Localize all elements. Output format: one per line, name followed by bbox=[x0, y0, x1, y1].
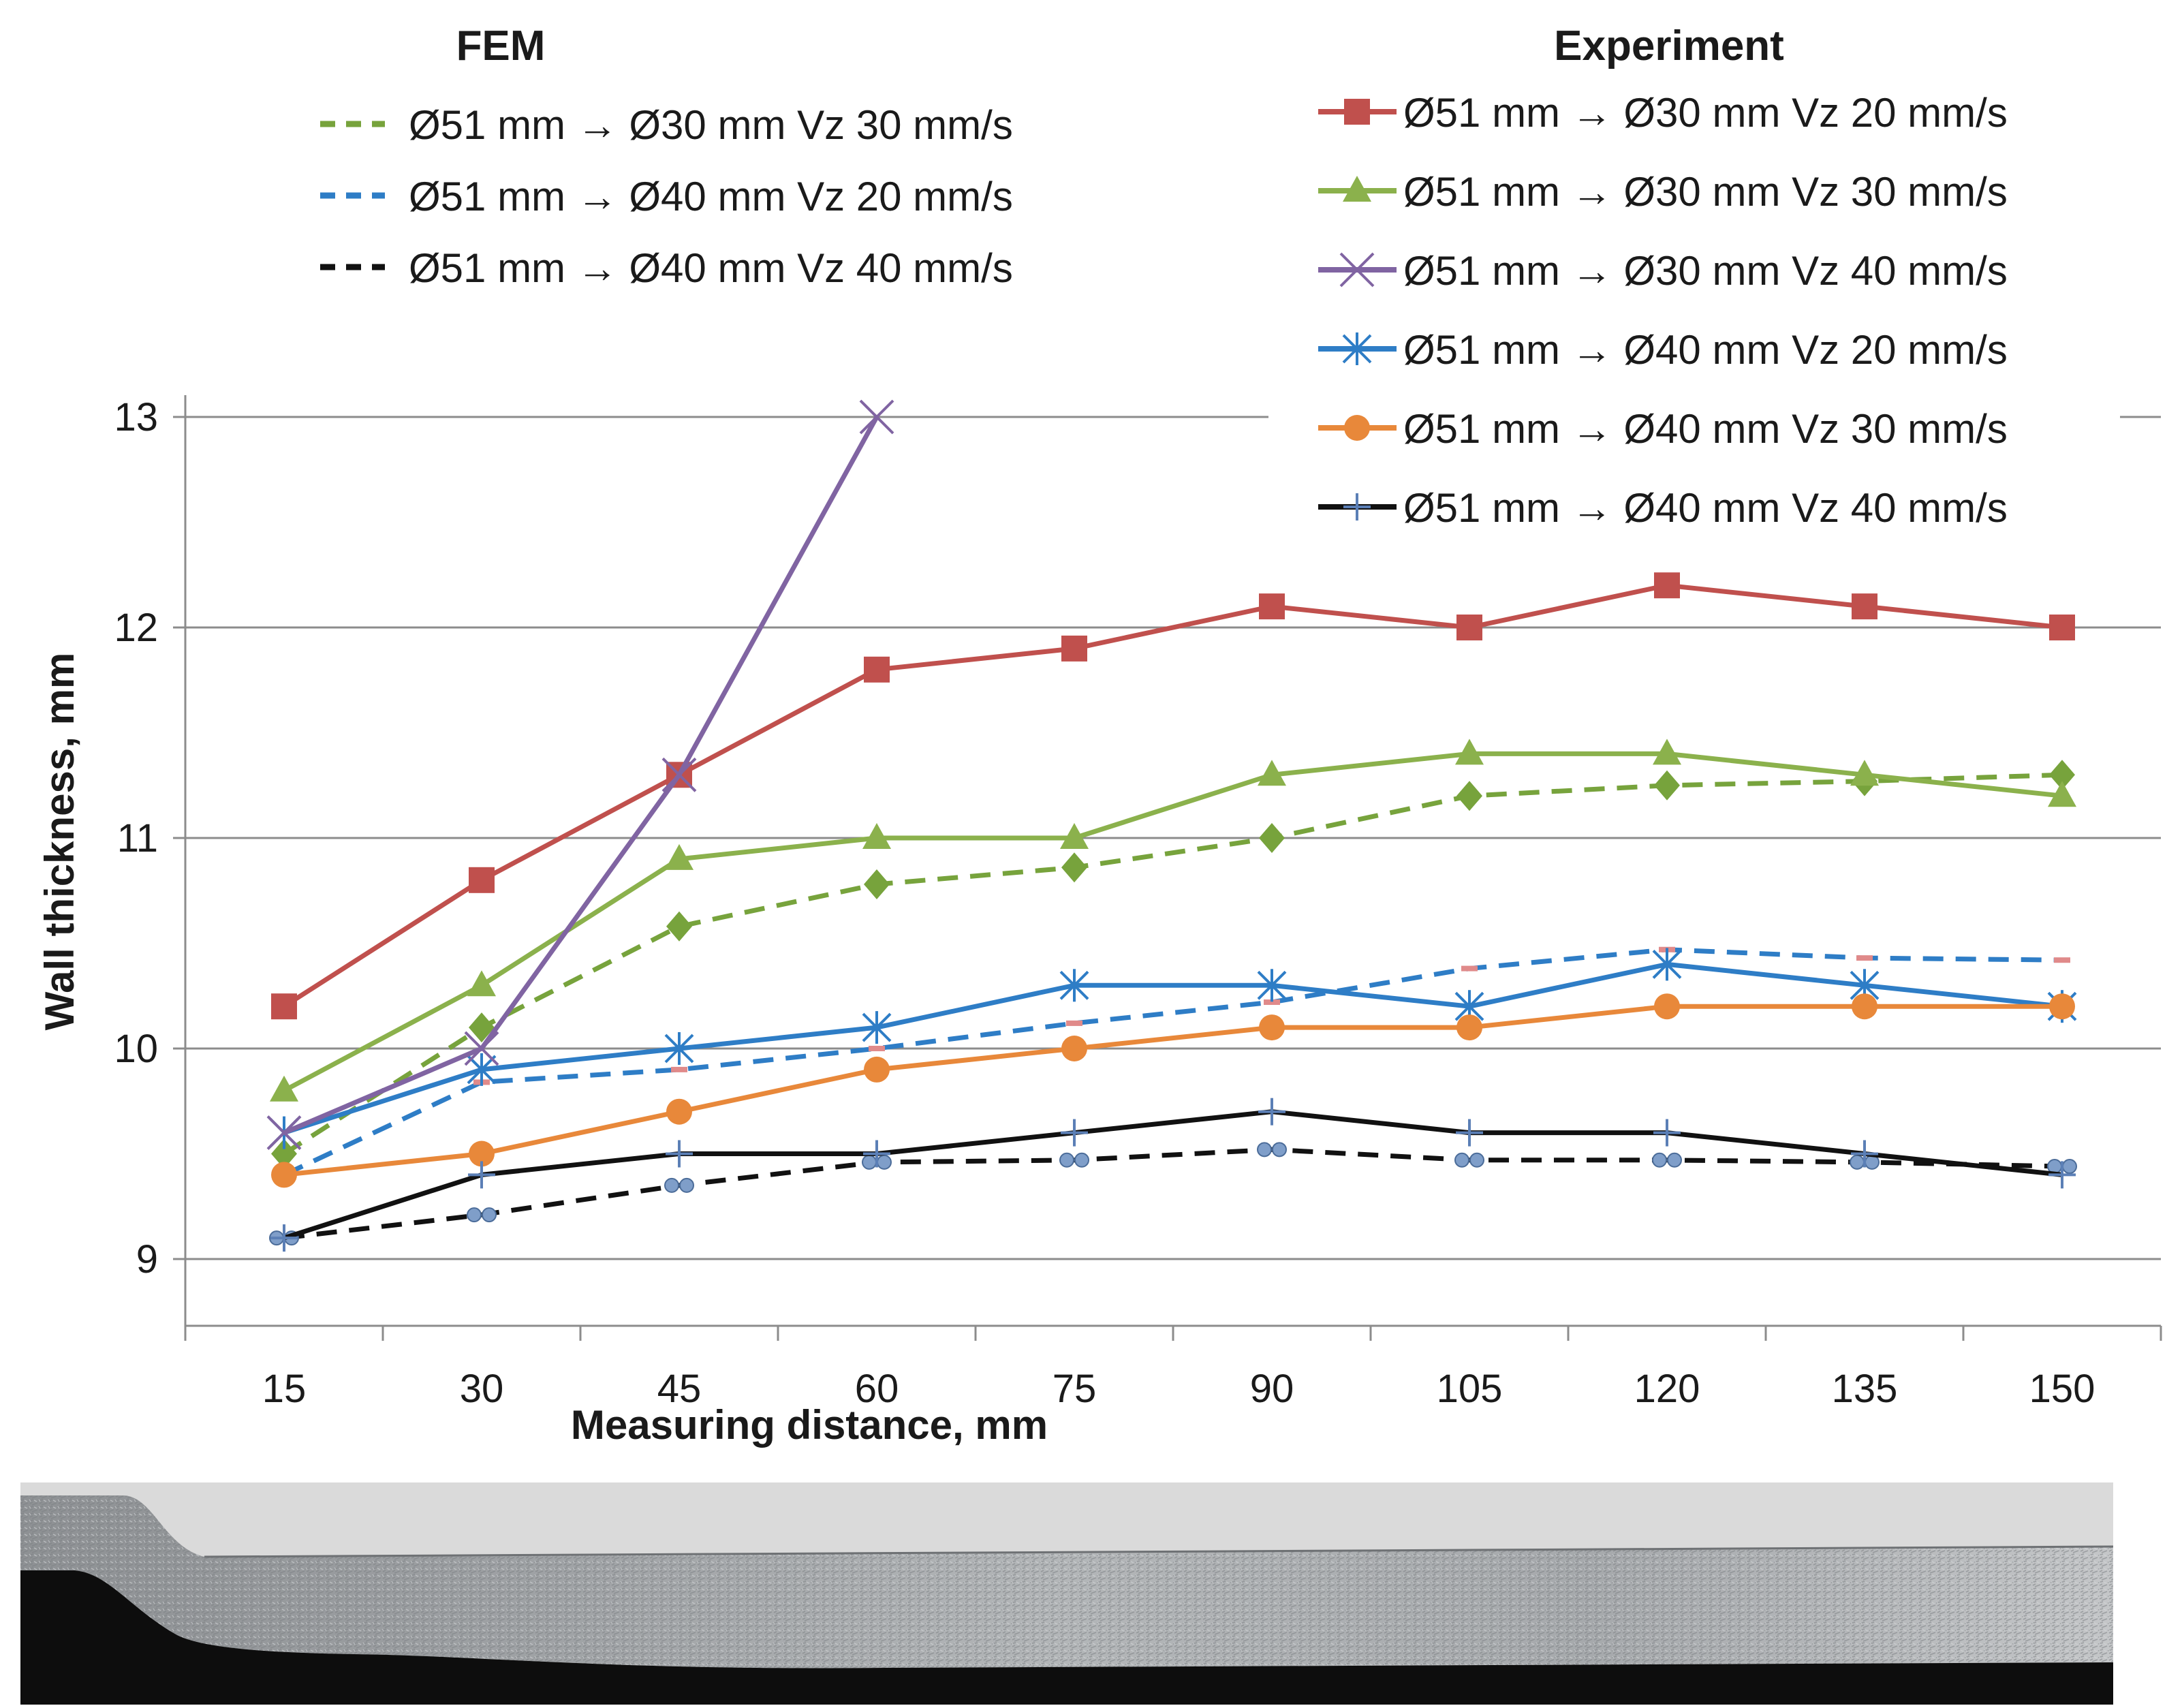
x-tick-label: 90 bbox=[1250, 1367, 1294, 1411]
series-experiment-4 bbox=[271, 993, 2075, 1187]
data-point bbox=[665, 1179, 693, 1192]
data-point bbox=[1259, 823, 1285, 853]
legend-label: Ø51 mm → Ø30 mm Vz 40 mm/s bbox=[1403, 248, 2008, 294]
data-point bbox=[864, 657, 890, 683]
series-line bbox=[284, 417, 877, 1133]
legend-title-experiment: Experiment bbox=[1554, 22, 1784, 69]
x-tick-label: 150 bbox=[2029, 1367, 2095, 1411]
series-experiment-1 bbox=[270, 739, 2076, 1101]
data-point bbox=[1258, 1098, 1285, 1125]
data-point bbox=[1258, 1143, 1286, 1156]
data-point bbox=[270, 1224, 298, 1252]
legend-label: Ø51 mm → Ø40 mm Vz 40 mm/s bbox=[1403, 485, 2008, 531]
series-line bbox=[284, 1006, 2062, 1175]
data-point bbox=[1061, 1119, 1088, 1147]
data-point bbox=[1654, 993, 1680, 1019]
y-tick-label: 9 bbox=[136, 1237, 158, 1282]
x-tick-label: 75 bbox=[1053, 1367, 1097, 1411]
data-point bbox=[1061, 636, 1087, 662]
data-point bbox=[864, 1057, 890, 1083]
legend-label: Ø51 mm → Ø40 mm Vz 30 mm/s bbox=[1403, 406, 2008, 452]
data-point bbox=[1259, 593, 1285, 619]
data-point bbox=[1344, 99, 1370, 125]
series-experiment-0 bbox=[271, 572, 2075, 1019]
data-point bbox=[864, 869, 890, 899]
legend-item-fem: Ø51 mm → Ø40 mm Vz 20 mm/s bbox=[320, 174, 1013, 219]
y-axis-label: Wall thickness, mm bbox=[37, 653, 82, 1031]
legend-item-experiment: Ø51 mm → Ø30 mm Vz 20 mm/s bbox=[1318, 90, 2008, 136]
legend-label: Ø51 mm → Ø30 mm Vz 30 mm/s bbox=[1403, 169, 2008, 215]
data-point bbox=[1061, 852, 1087, 882]
tube-section-photo bbox=[20, 1482, 2113, 1705]
series-line bbox=[284, 775, 2062, 1153]
data-point bbox=[1456, 615, 1482, 640]
data-point bbox=[2054, 957, 2070, 963]
data-point bbox=[666, 1099, 692, 1125]
data-point bbox=[1344, 415, 1370, 441]
data-point bbox=[1456, 781, 1482, 811]
data-point bbox=[666, 912, 692, 942]
experiment-legend-bg bbox=[1268, 74, 2120, 550]
y-tick-label: 13 bbox=[114, 395, 158, 439]
y-tick-label: 12 bbox=[114, 606, 158, 650]
data-point bbox=[1259, 1014, 1285, 1040]
series-experiment-5 bbox=[270, 1098, 2076, 1252]
legend-item-experiment: Ø51 mm → Ø40 mm Vz 40 mm/s bbox=[1318, 485, 2008, 531]
x-tick-label: 135 bbox=[1832, 1367, 1898, 1411]
legend-item-experiment: Ø51 mm → Ø30 mm Vz 40 mm/s bbox=[1318, 248, 2008, 294]
x-tick-label: 30 bbox=[460, 1367, 504, 1411]
x-axis-label: Measuring distance, mm bbox=[571, 1402, 1048, 1448]
data-point bbox=[469, 867, 495, 893]
x-tick-label: 105 bbox=[1437, 1367, 1503, 1411]
y-tick-label: 10 bbox=[114, 1027, 158, 1071]
legend-label: Ø51 mm → Ø40 mm Vz 20 mm/s bbox=[1403, 327, 2008, 373]
data-point bbox=[1653, 1119, 1681, 1147]
data-point bbox=[1653, 1153, 1681, 1167]
x-tick-label: 120 bbox=[1634, 1367, 1700, 1411]
data-point bbox=[271, 993, 297, 1019]
legend-item-experiment: Ø51 mm → Ø30 mm Vz 30 mm/s bbox=[1318, 169, 2008, 215]
data-point bbox=[270, 1076, 298, 1102]
data-point bbox=[467, 970, 496, 996]
data-point bbox=[671, 1067, 687, 1072]
legend-label: Ø51 mm → Ø30 mm Vz 20 mm/s bbox=[1403, 90, 2008, 136]
data-point bbox=[1856, 955, 1873, 961]
data-point bbox=[1654, 771, 1680, 801]
data-point bbox=[666, 1140, 693, 1168]
data-point bbox=[2049, 615, 2075, 640]
x-tick-label: 15 bbox=[262, 1367, 307, 1411]
data-point bbox=[1852, 993, 1877, 1019]
series-line bbox=[284, 1149, 2062, 1238]
legend-item-experiment: Ø51 mm → Ø40 mm Vz 30 mm/s bbox=[1318, 406, 2008, 452]
data-point bbox=[869, 1046, 885, 1051]
legend-item-fem: Ø51 mm → Ø40 mm Vz 40 mm/s bbox=[320, 245, 1013, 291]
legend-item-fem: Ø51 mm → Ø30 mm Vz 30 mm/s bbox=[320, 102, 1013, 148]
data-point bbox=[467, 1208, 496, 1222]
data-point bbox=[1456, 1014, 1482, 1040]
data-point bbox=[1461, 966, 1478, 972]
legend-item-experiment: Ø51 mm → Ø40 mm Vz 20 mm/s bbox=[1318, 327, 2008, 373]
legend-label: Ø51 mm → Ø30 mm Vz 30 mm/s bbox=[409, 102, 1013, 148]
data-point bbox=[468, 1161, 495, 1188]
legend-label: Ø51 mm → Ø40 mm Vz 20 mm/s bbox=[409, 174, 1013, 219]
y-tick-label: 11 bbox=[117, 816, 158, 860]
legend: FEM Experiment Ø51 mm → Ø30 mm Vz 30 mm/s Ø… bbox=[320, 22, 2120, 550]
data-point bbox=[1852, 593, 1877, 619]
data-point bbox=[1455, 1153, 1484, 1167]
data-point bbox=[271, 1162, 297, 1187]
legend-title-fem: FEM bbox=[456, 22, 546, 69]
data-point bbox=[2049, 993, 2075, 1019]
legend-label: Ø51 mm → Ø40 mm Vz 40 mm/s bbox=[409, 245, 1013, 291]
data-point bbox=[1456, 1119, 1483, 1147]
series-line bbox=[284, 1112, 2062, 1238]
data-point bbox=[1654, 572, 1680, 598]
series-fem-8 bbox=[270, 1143, 2076, 1245]
data-point bbox=[1061, 1036, 1087, 1061]
data-point bbox=[1060, 1153, 1089, 1167]
data-point bbox=[1066, 1021, 1082, 1026]
